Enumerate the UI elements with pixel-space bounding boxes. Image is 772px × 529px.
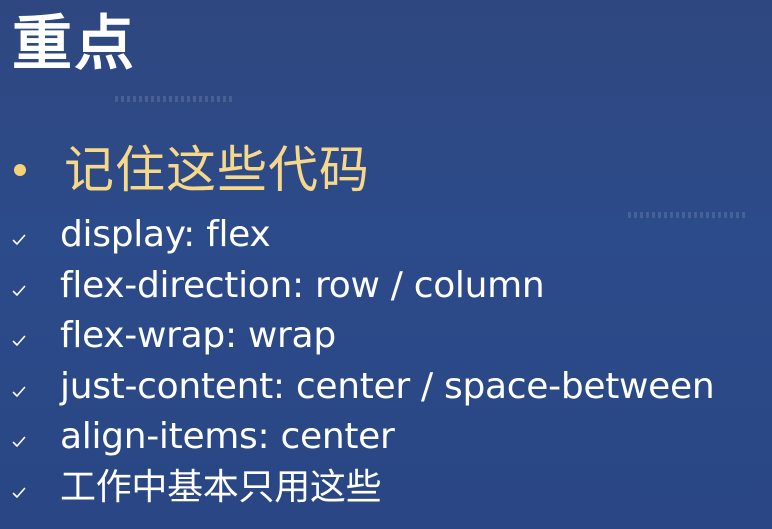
watermark-noise — [115, 96, 235, 102]
checkmark-icon — [12, 233, 26, 247]
checkmark-icon — [12, 486, 26, 500]
checkmark-icon — [12, 435, 26, 449]
checklist-item: 工作中基本只用这些 — [12, 463, 714, 514]
checklist-item-text: 工作中基本只用这些 — [60, 466, 382, 508]
checklist-item-text: align-items: center — [60, 416, 395, 458]
checklist-item-text: flex-wrap: wrap — [60, 315, 336, 357]
checklist-item: flex-wrap: wrap — [12, 311, 714, 362]
checklist-item: display: flex — [12, 210, 714, 261]
watermark-noise — [628, 212, 748, 218]
checkmark-icon — [12, 284, 26, 298]
checklist: display: flex flex-direction: row / colu… — [12, 210, 715, 514]
checkmark-icon — [12, 334, 26, 348]
checklist-item-text: just-content: center / space-between — [60, 365, 715, 407]
checkmark-icon — [12, 385, 26, 399]
main-bullet: 记住这些代码 — [14, 138, 370, 202]
checklist-item-text: flex-direction: row / column — [60, 264, 545, 306]
checklist-item: just-content: center / space-between — [12, 362, 715, 413]
checklist-item: align-items: center — [12, 412, 714, 463]
bullet-dot-icon — [14, 164, 26, 176]
main-bullet-text: 记住这些代码 — [64, 141, 370, 199]
checklist-item: flex-direction: row / column — [12, 261, 714, 312]
slide-title: 重点 — [12, 9, 136, 79]
checklist-item-text: display: flex — [60, 214, 271, 256]
